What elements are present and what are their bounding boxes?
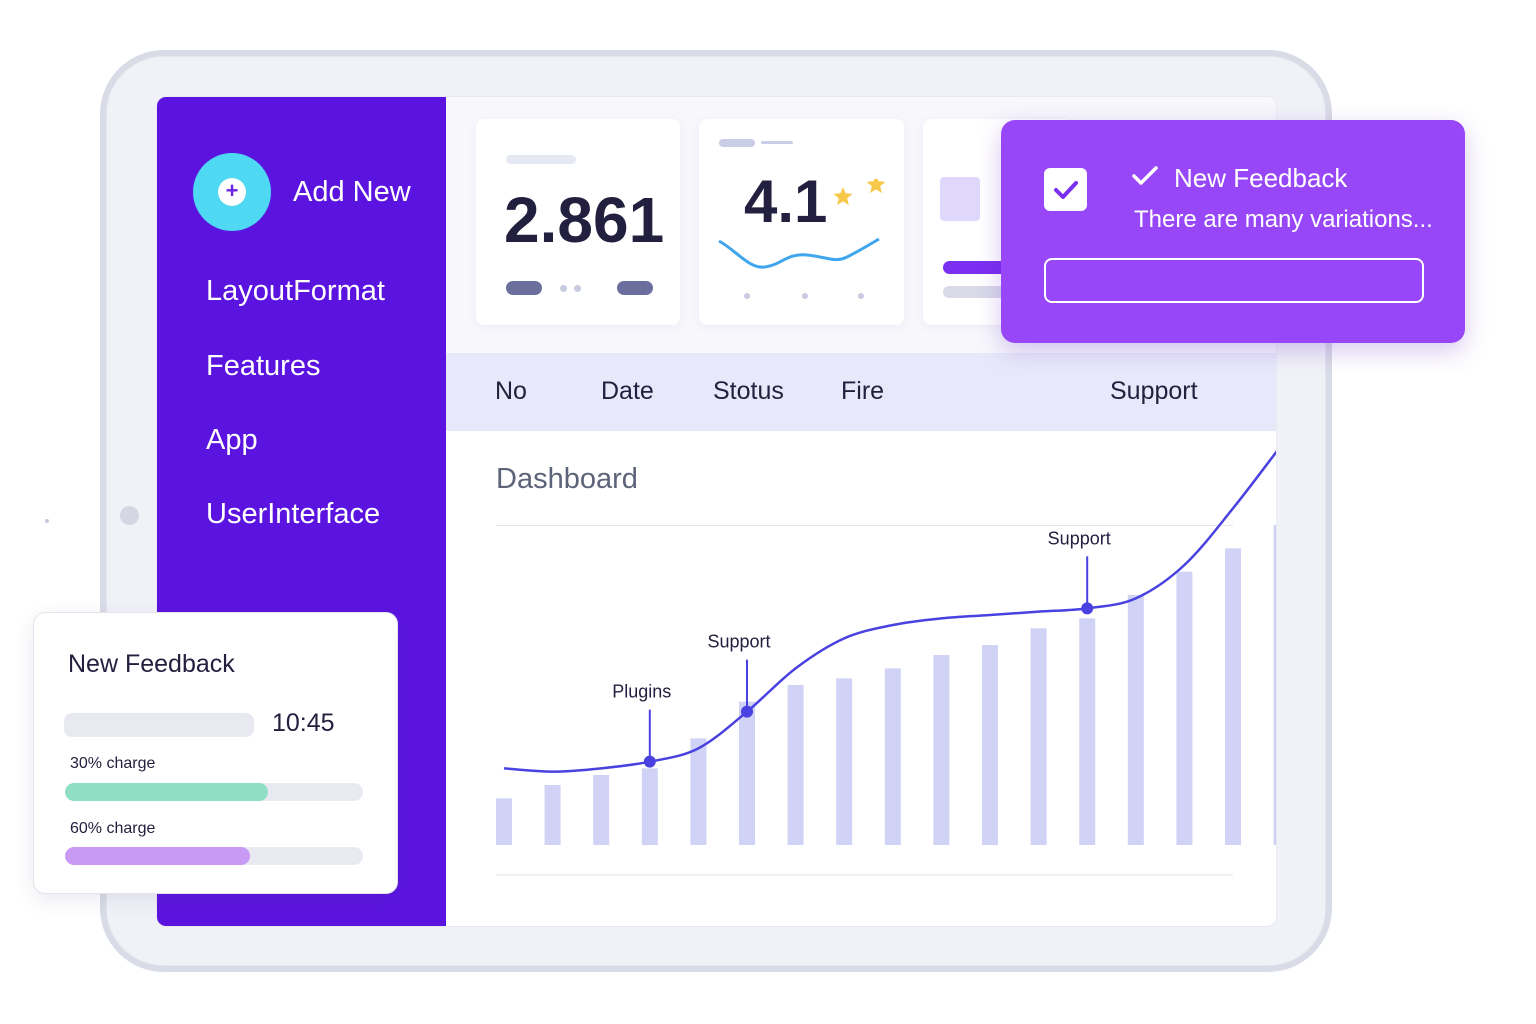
column-header-fire[interactable]: Fire [841, 377, 885, 405]
toast-checkbox[interactable] [1044, 168, 1087, 211]
add-new-label: Add New [293, 175, 411, 208]
tablet-home-button[interactable] [120, 506, 139, 525]
column-header-support[interactable]: Support [1110, 377, 1198, 405]
placeholder-bar [64, 713, 254, 737]
sidebar-item-userinterface[interactable]: UserInterface [206, 498, 381, 530]
add-new-button[interactable]: + Add New [193, 153, 411, 231]
tick-icon [1132, 166, 1158, 185]
sidebar-item-app[interactable]: App [206, 424, 258, 456]
chart-bar [982, 645, 998, 845]
card-caption-line [761, 141, 793, 144]
dot [560, 285, 567, 292]
stat-value: 2.861 [504, 184, 665, 256]
toast-title: New Feedback [1174, 163, 1348, 193]
annotation-point[interactable] [1081, 602, 1094, 615]
card-caption-placeholder [506, 155, 576, 164]
dashboard-chart: Plugins Support Support [496, 450, 1276, 876]
chart-bar [1030, 628, 1047, 845]
chart-bar [1079, 618, 1096, 845]
dot [574, 285, 581, 292]
chart-bar [641, 768, 658, 845]
progress-fill [65, 847, 250, 865]
annotation-label: Support [707, 632, 770, 652]
chart-bar [1225, 548, 1241, 845]
progress-fill [65, 783, 268, 801]
card-pill-right [617, 281, 653, 295]
chart-bar [496, 798, 512, 845]
chart-bar [739, 701, 755, 845]
chart-line [503, 450, 1276, 773]
sidebar-item-features[interactable]: Features [206, 350, 321, 382]
dot [802, 293, 808, 299]
plus-icon: + [218, 178, 246, 206]
table-header: No Date Stotus Fire Support [446, 353, 1276, 431]
toast-message: There are many variations... [1134, 206, 1433, 233]
card-square-placeholder [940, 177, 980, 221]
progress-track [65, 847, 363, 865]
charge-label: 60% charge [70, 820, 156, 837]
dot [858, 293, 864, 299]
chart-bar [884, 668, 901, 845]
column-header-no[interactable]: No [495, 377, 527, 405]
chart-bar [690, 738, 707, 845]
charge-label: 30% charge [70, 755, 156, 772]
column-header-status[interactable]: Stotus [713, 377, 784, 405]
chart-bar [933, 655, 950, 845]
column-header-date[interactable]: Date [601, 377, 654, 405]
toast-input[interactable] [1044, 258, 1424, 303]
feedback-toast: New Feedback There are many variations..… [1001, 120, 1465, 343]
divider [496, 525, 1233, 526]
chart-bar [1176, 571, 1193, 845]
annotation-point[interactable] [741, 705, 753, 718]
card-pill-left [506, 281, 542, 295]
annotation-label: Support [1048, 528, 1111, 548]
feedback-card-title: New Feedback [68, 650, 235, 678]
feedback-card: New Feedback 10:45 30% charge 60% charge [33, 612, 398, 894]
chart-bar [1273, 525, 1276, 845]
sidebar-item-layoutformat[interactable]: LayoutFormat [206, 275, 385, 307]
star-icon [833, 179, 886, 205]
dashboard-title: Dashboard [496, 463, 638, 495]
card-caption-placeholder [719, 139, 755, 147]
dot [744, 293, 750, 299]
progress-track [65, 783, 363, 801]
stat-card-rating[interactable]: 4.1 [699, 119, 904, 325]
chart-bar [836, 678, 853, 845]
chart-bar [544, 785, 561, 845]
annotation-label: Plugins [612, 682, 671, 702]
feedback-time: 10:45 [272, 709, 335, 737]
annotation-point[interactable] [643, 755, 656, 768]
chart-bar [787, 685, 804, 845]
stat-card-total[interactable]: 2.861 [476, 119, 680, 325]
add-circle: + [193, 153, 271, 231]
rating-value: 4.1 [744, 168, 828, 235]
chart-bar [593, 775, 610, 845]
check-icon [1053, 180, 1078, 199]
rating-sparkline [718, 237, 880, 269]
decorative-dot [45, 519, 49, 523]
chart-bar [1127, 595, 1144, 845]
